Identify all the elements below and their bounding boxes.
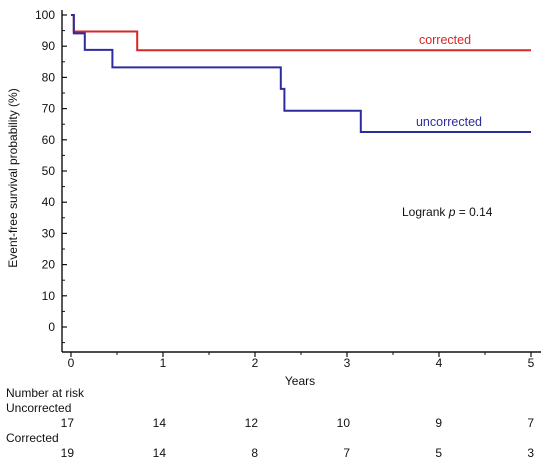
- risk-value: 19: [60, 446, 74, 460]
- risk-value: 8: [251, 446, 258, 460]
- risk-group-label-uncorrected: Uncorrected: [6, 401, 72, 415]
- y-tick-label: 100: [35, 8, 55, 22]
- y-tick-label: 80: [42, 70, 56, 84]
- series-uncorrected-line: [71, 14, 531, 133]
- risk-value: 17: [60, 416, 74, 430]
- risk-table-title: Number at risk: [6, 386, 85, 400]
- y-tick-label: 50: [42, 164, 56, 178]
- y-tick-label: 10: [42, 289, 56, 303]
- x-tick-label: 5: [528, 356, 535, 370]
- logrank-p: p: [448, 205, 456, 219]
- y-tick-label: 0: [48, 320, 55, 334]
- risk-value: 10: [336, 416, 350, 430]
- logrank-suffix: = 0.14: [455, 205, 492, 219]
- x-tick-label: 3: [344, 356, 351, 370]
- x-tick-label: 2: [252, 356, 259, 370]
- x-tick-label: 0: [68, 356, 75, 370]
- y-tick-label: 20: [42, 258, 56, 272]
- series-corrected-label: corrected: [419, 33, 471, 47]
- curves: corrected uncorrected: [71, 14, 531, 133]
- risk-value: 14: [152, 416, 166, 430]
- risk-value: 9: [435, 416, 442, 430]
- risk-value: 7: [527, 416, 534, 430]
- y-tick-label: 90: [42, 39, 56, 53]
- series-uncorrected-label: uncorrected: [416, 115, 482, 129]
- y-tick-label: 40: [42, 195, 56, 209]
- logrank-annotation: Logrank p = 0.14: [402, 205, 493, 219]
- risk-value: 7: [343, 446, 350, 460]
- y-tick-label: 30: [42, 226, 56, 240]
- y-axis-label: Event-free survival probability (%): [6, 88, 20, 267]
- risk-group-label-corrected: Corrected: [6, 431, 59, 445]
- x-axis-label: Years: [285, 374, 315, 388]
- logrank-prefix: Logrank: [402, 205, 449, 219]
- risk-value: 3: [527, 446, 534, 460]
- x-tick-label: 1: [160, 356, 167, 370]
- x-tick-label: 4: [436, 356, 443, 370]
- axes: [61, 10, 541, 353]
- risk-value: 12: [244, 416, 258, 430]
- y-tick-label: 70: [42, 102, 56, 116]
- risk-value: 14: [152, 446, 166, 460]
- risk-value: 5: [435, 446, 442, 460]
- y-tick-label: 60: [42, 133, 56, 147]
